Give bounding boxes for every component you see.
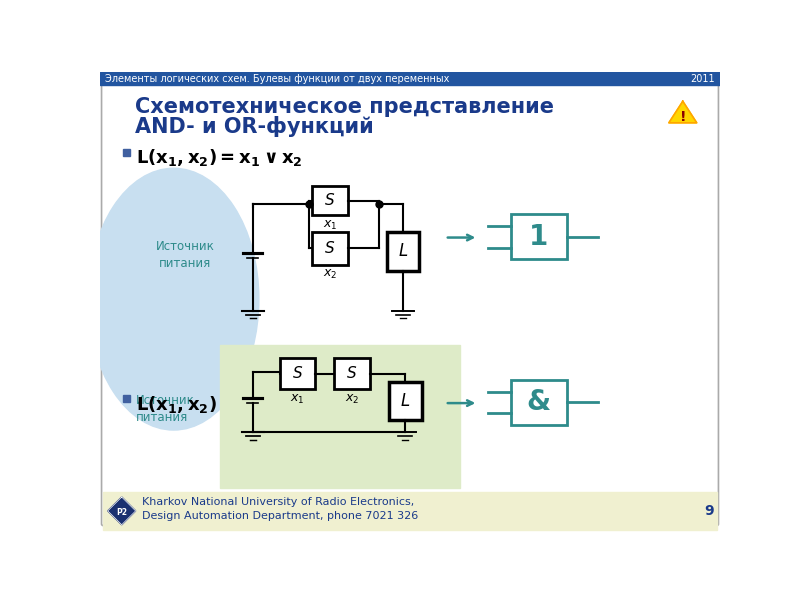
Text: S: S bbox=[293, 367, 302, 382]
Text: &: & bbox=[526, 388, 550, 416]
Text: Р2: Р2 bbox=[116, 508, 127, 517]
Polygon shape bbox=[669, 101, 697, 123]
Text: S: S bbox=[326, 193, 335, 208]
Text: 1: 1 bbox=[529, 223, 548, 251]
Bar bbox=[386, 232, 419, 271]
Text: L: L bbox=[401, 392, 410, 410]
FancyBboxPatch shape bbox=[102, 83, 718, 526]
Bar bbox=[220, 346, 460, 488]
Text: Элементы логических схем. Булевы функции от двух переменных: Элементы логических схем. Булевы функции… bbox=[105, 74, 449, 83]
Text: S: S bbox=[326, 241, 335, 256]
Text: Схемотехническое представление: Схемотехническое представление bbox=[135, 97, 554, 116]
Bar bbox=[510, 380, 566, 425]
Bar bbox=[312, 232, 348, 265]
Ellipse shape bbox=[88, 168, 259, 430]
Bar bbox=[510, 214, 566, 259]
Text: $x_2$: $x_2$ bbox=[323, 268, 338, 281]
Text: $\mathbf{L(x_1,x_2) = x_1\vee x_2}$: $\mathbf{L(x_1,x_2) = x_1\vee x_2}$ bbox=[136, 146, 302, 167]
Bar bbox=[100, 72, 720, 85]
Text: 2011: 2011 bbox=[690, 74, 715, 83]
Text: Источник
питания: Источник питания bbox=[136, 394, 194, 424]
Bar bbox=[334, 358, 370, 389]
Text: $x_1$: $x_1$ bbox=[290, 393, 305, 406]
Text: $x_1$: $x_1$ bbox=[323, 219, 338, 232]
Text: AND- и OR-функций: AND- и OR-функций bbox=[135, 116, 374, 137]
Text: $\mathbf{L(x_1,x_2)}$: $\mathbf{L(x_1,x_2)}$ bbox=[136, 394, 217, 415]
Text: Kharkov National University of Radio Electronics,
Design Automation Department, : Kharkov National University of Radio Ele… bbox=[142, 497, 418, 521]
Polygon shape bbox=[108, 497, 136, 525]
Bar bbox=[280, 358, 315, 389]
Text: Источник
питания: Источник питания bbox=[156, 240, 214, 270]
Text: S: S bbox=[347, 367, 357, 382]
Bar bbox=[103, 491, 717, 530]
Bar bbox=[123, 149, 130, 156]
Bar bbox=[389, 382, 422, 420]
Text: 9: 9 bbox=[704, 504, 714, 518]
Text: L: L bbox=[398, 242, 408, 260]
Text: !: ! bbox=[679, 110, 686, 124]
Bar bbox=[123, 395, 130, 403]
Bar bbox=[312, 186, 348, 215]
Text: $x_2$: $x_2$ bbox=[345, 393, 359, 406]
